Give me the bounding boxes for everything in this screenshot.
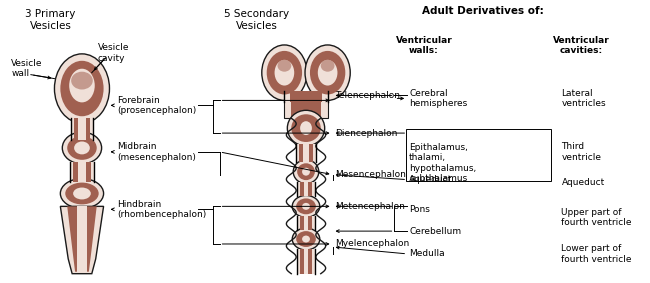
Text: Cerebellum: Cerebellum [410, 227, 462, 236]
Polygon shape [60, 206, 103, 274]
Text: Mesencephalon: Mesencephalon [335, 170, 406, 179]
Text: Lower part of
fourth ventricle: Lower part of fourth ventricle [562, 244, 632, 263]
Ellipse shape [297, 163, 315, 180]
FancyBboxPatch shape [73, 162, 91, 182]
Text: Ventricular
walls:: Ventricular walls: [396, 36, 452, 55]
FancyBboxPatch shape [303, 144, 309, 162]
FancyBboxPatch shape [78, 162, 86, 182]
Ellipse shape [292, 228, 320, 250]
Ellipse shape [320, 60, 335, 72]
FancyBboxPatch shape [285, 100, 328, 118]
Ellipse shape [302, 235, 310, 243]
Text: Medulla: Medulla [410, 249, 445, 258]
Text: Aqueduct: Aqueduct [562, 178, 605, 187]
Ellipse shape [293, 160, 318, 184]
Text: Epithalamus,
thalami,
hypothalamus,
subthalamus: Epithalamus, thalami, hypothalamus, subt… [410, 143, 476, 183]
Text: Vesicle
wall: Vesicle wall [11, 59, 43, 78]
Ellipse shape [69, 69, 95, 102]
Ellipse shape [296, 198, 316, 214]
Ellipse shape [55, 54, 109, 123]
Ellipse shape [278, 60, 291, 72]
Text: 5 Secondary
Vesicles: 5 Secondary Vesicles [224, 9, 289, 31]
Text: Midbrain
(mesencephalon): Midbrain (mesencephalon) [118, 142, 196, 162]
Ellipse shape [65, 183, 99, 204]
FancyBboxPatch shape [291, 91, 322, 102]
Polygon shape [77, 206, 87, 272]
Ellipse shape [60, 61, 103, 116]
Ellipse shape [67, 136, 97, 160]
Ellipse shape [291, 114, 320, 142]
Text: Adult Derivatives of:: Adult Derivatives of: [422, 6, 544, 16]
FancyBboxPatch shape [70, 162, 94, 182]
Text: 3 Primary
Vesicles: 3 Primary Vesicles [25, 9, 75, 31]
Text: Cerebral
hemispheres: Cerebral hemispheres [410, 89, 467, 108]
Ellipse shape [305, 45, 350, 100]
Text: Myelencephalon: Myelencephalon [335, 239, 410, 248]
FancyBboxPatch shape [300, 182, 312, 196]
Ellipse shape [300, 121, 312, 135]
Text: Telencephalon: Telencephalon [335, 91, 400, 100]
Ellipse shape [266, 51, 302, 95]
FancyBboxPatch shape [297, 249, 315, 274]
Ellipse shape [74, 142, 90, 154]
Text: Third
ventricle: Third ventricle [562, 142, 601, 162]
Text: Pons: Pons [410, 205, 430, 214]
Ellipse shape [302, 203, 310, 210]
FancyBboxPatch shape [74, 118, 90, 140]
FancyBboxPatch shape [304, 249, 309, 274]
FancyBboxPatch shape [71, 118, 93, 140]
FancyBboxPatch shape [285, 91, 328, 102]
FancyBboxPatch shape [300, 216, 312, 230]
Text: Forebrain
(prosencephalon): Forebrain (prosencephalon) [118, 96, 196, 115]
Ellipse shape [71, 72, 93, 89]
Text: Metencephalon: Metencephalon [335, 202, 406, 211]
FancyBboxPatch shape [299, 144, 313, 162]
FancyBboxPatch shape [297, 216, 315, 230]
FancyBboxPatch shape [300, 249, 312, 274]
Ellipse shape [292, 196, 320, 217]
Ellipse shape [296, 231, 316, 247]
FancyBboxPatch shape [304, 216, 309, 230]
Ellipse shape [62, 132, 101, 164]
Ellipse shape [302, 168, 310, 176]
Text: Aqueduct: Aqueduct [410, 175, 452, 184]
FancyBboxPatch shape [78, 118, 86, 140]
Text: Vesicle
cavity: Vesicle cavity [98, 43, 129, 63]
FancyBboxPatch shape [304, 182, 309, 196]
Text: Hindbrain
(rhombencephalon): Hindbrain (rhombencephalon) [118, 200, 207, 219]
FancyBboxPatch shape [297, 182, 315, 196]
Ellipse shape [274, 60, 294, 85]
Ellipse shape [60, 179, 103, 208]
Ellipse shape [287, 110, 325, 146]
Polygon shape [67, 206, 97, 272]
Text: Lateral
ventricles: Lateral ventricles [562, 89, 606, 108]
Text: Ventricular
cavities:: Ventricular cavities: [552, 36, 610, 55]
Ellipse shape [310, 51, 345, 95]
FancyBboxPatch shape [291, 102, 320, 118]
Text: Diencephalon: Diencephalon [335, 128, 398, 138]
Text: Upper part of
fourth ventricle: Upper part of fourth ventricle [562, 207, 632, 227]
Ellipse shape [73, 188, 91, 200]
Ellipse shape [318, 60, 337, 85]
FancyBboxPatch shape [296, 144, 316, 162]
Ellipse shape [262, 45, 307, 100]
